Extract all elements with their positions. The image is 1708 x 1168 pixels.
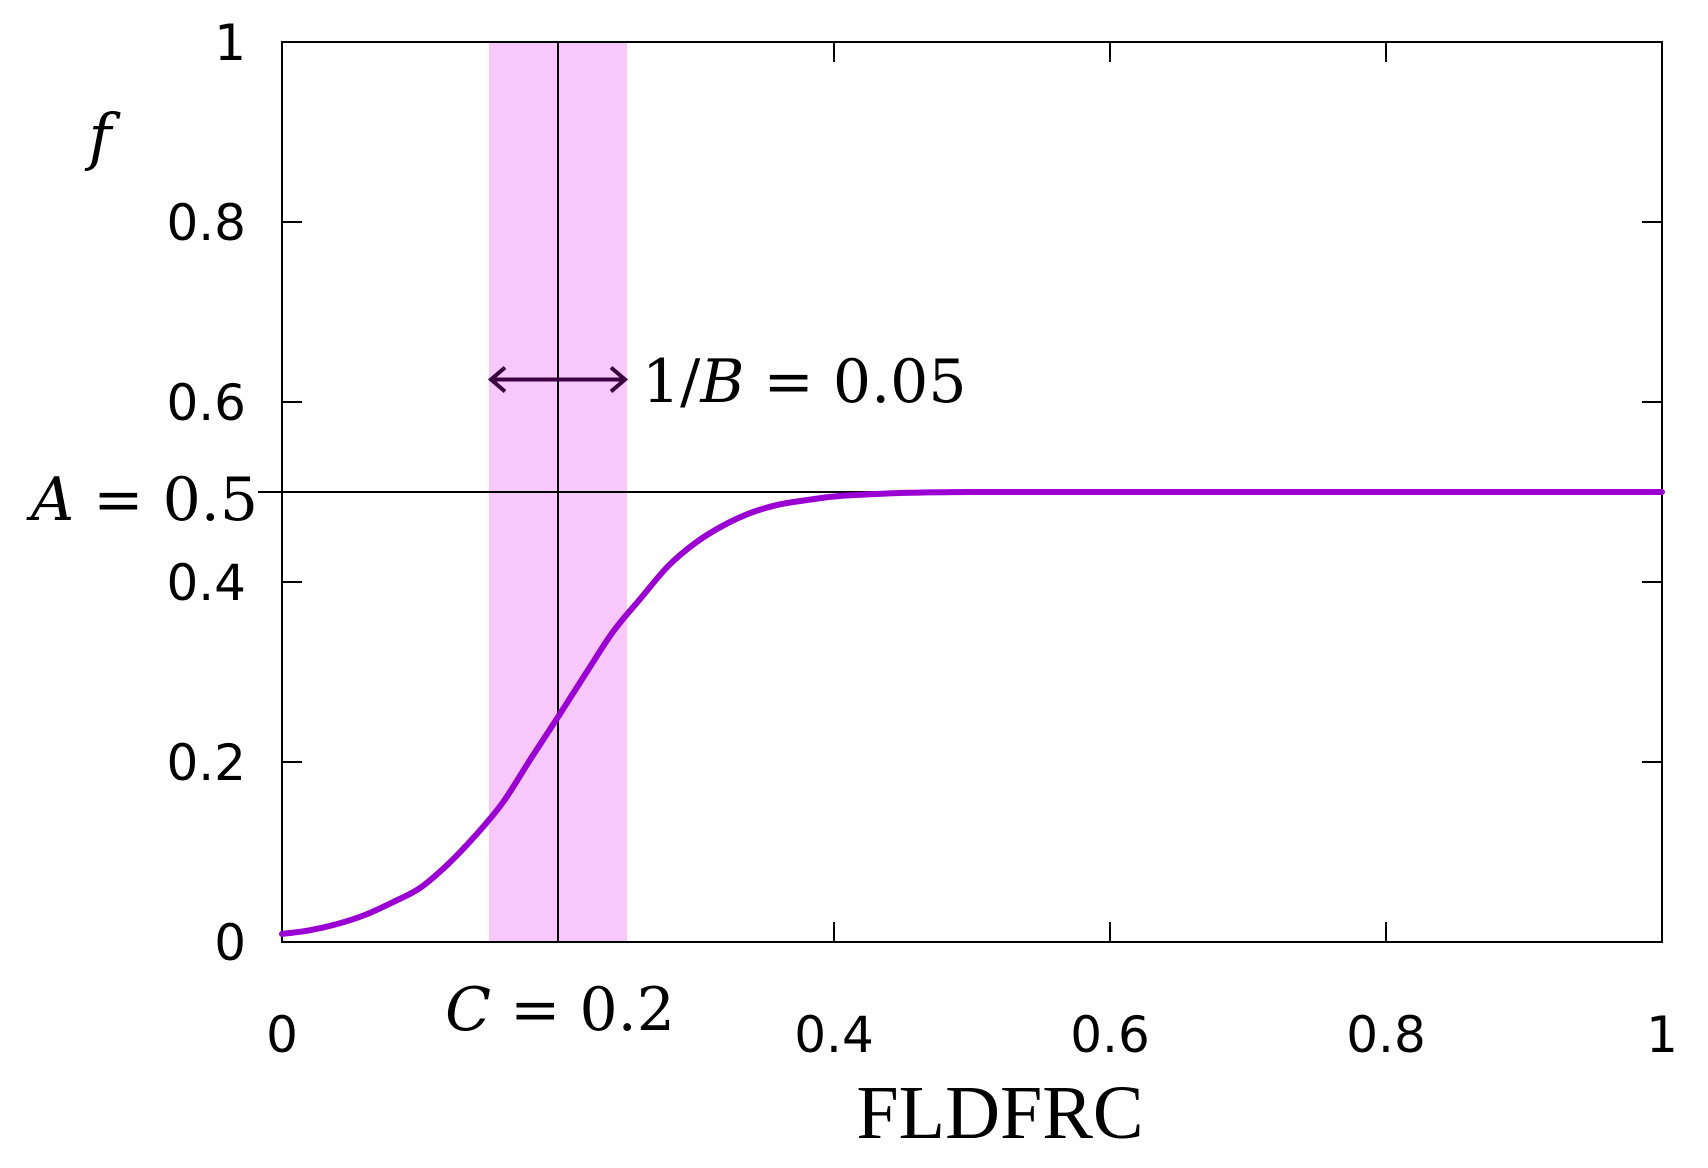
series-line-0 [279, 488, 1665, 937]
series-layer [279, 488, 1665, 937]
y-tick-label: 0.2 [166, 734, 246, 792]
labels-layer: f FLDFRC 1/B = 0.05 A = 0.5 C = 0.2 [26, 100, 1144, 1155]
b-annotation-prefix: 1/ [642, 347, 701, 417]
y-tick-label: 0 [214, 914, 246, 972]
a-annotation-var: A [26, 465, 74, 535]
y-tick-label: 0.4 [166, 554, 246, 612]
x-tick-label: 0.8 [1346, 1006, 1426, 1064]
c-annotation-suffix: = 0.2 [491, 975, 675, 1045]
x-tick-label: 1 [1646, 1006, 1678, 1064]
x-tick-label: 0.6 [1070, 1006, 1150, 1064]
a-annotation-label: A = 0.5 [26, 465, 258, 535]
a-annotation-suffix: = 0.5 [74, 465, 258, 535]
c-annotation-var: C [445, 975, 491, 1045]
x-tick-label: 0 [266, 1006, 298, 1064]
arrow-head-left [487, 365, 507, 394]
y-tick-label: 0.8 [166, 194, 246, 252]
b-annotation-suffix: = 0.05 [744, 347, 966, 417]
y-axis-label: f [85, 100, 122, 173]
y-tick-label: 0.6 [166, 374, 246, 432]
x-tick-label: 0.4 [794, 1006, 874, 1064]
arrow-head-right [609, 365, 629, 394]
c-annotation-label: C = 0.2 [445, 975, 675, 1045]
b-annotation-var: B [699, 347, 744, 417]
ticks-layer: 0 0.4 0.6 0.8 1 0 0.2 0.4 0.6 0.8 1 [166, 14, 1677, 1064]
b-annotation-label: 1/B = 0.05 [642, 347, 967, 417]
y-tick-label: 1 [214, 14, 246, 72]
x-axis-label: FLDFRC [856, 1071, 1143, 1155]
